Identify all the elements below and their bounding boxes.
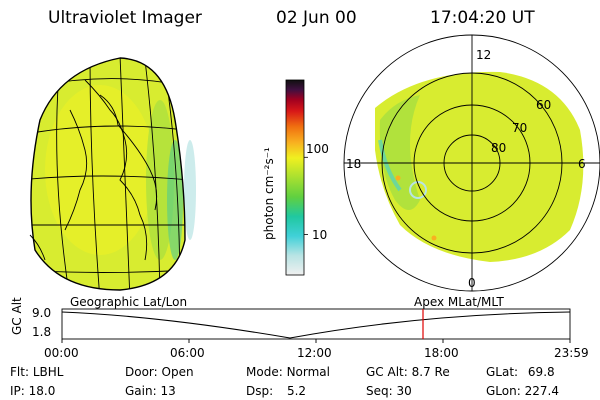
orbit-plot-frame xyxy=(61,308,571,340)
orbit-ytick-bottom: 1.8 xyxy=(32,325,52,339)
orbit-xtick-1: 06:00 xyxy=(170,346,205,360)
info-glat: GLat: 69.8 xyxy=(486,365,555,379)
colorbar-tick-100: 100 xyxy=(306,142,329,156)
orbit-xtick-3: 18:00 xyxy=(424,346,459,360)
polar-grid xyxy=(343,34,600,292)
instrument-title: Ultraviolet Imager xyxy=(48,8,202,28)
info-mode: Mode: Normal xyxy=(246,365,330,379)
info-glat-value: 69.8 xyxy=(527,365,555,379)
colorbar-tick-10: 10 xyxy=(312,228,328,242)
orbit-ylabel: GC Alt xyxy=(10,297,24,335)
orbit-xtick-0: 00:00 xyxy=(44,346,79,360)
mlt-label-top: 12 xyxy=(476,48,492,62)
left-panel-label: Geographic Lat/Lon xyxy=(70,295,188,309)
limb-outline xyxy=(30,57,186,291)
info-door: Door: Open xyxy=(125,365,194,379)
colorbar-gradient xyxy=(285,79,305,276)
mlt-label-bottom: 0 xyxy=(468,276,476,290)
info-door-value: Open xyxy=(161,365,194,379)
info-gcalt-value: 8.7 Re xyxy=(411,365,450,379)
coastlines xyxy=(29,79,158,261)
time-label: 17:04:20 UT xyxy=(430,8,535,28)
lat-ring-label-60: 60 xyxy=(536,98,552,112)
info-glon-value: 227.4 xyxy=(524,384,559,398)
info-mode-value: Normal xyxy=(286,365,330,379)
orbit-ytick-top: 9.0 xyxy=(32,306,52,320)
colorbar-ticks xyxy=(304,156,308,235)
orbit-plot-ticks xyxy=(61,339,571,343)
date-label: 02 Jun 00 xyxy=(276,8,357,28)
info-flt: Flt: LBHL xyxy=(10,365,64,379)
orbit-xtick-4: 23:59 xyxy=(554,346,589,360)
info-gain-value: 13 xyxy=(160,384,176,398)
info-dsp: Dsp: 5.2 xyxy=(246,384,307,398)
orbit-xtick-2: 12:00 xyxy=(297,346,332,360)
lat-ring-label-70: 70 xyxy=(512,121,528,135)
info-glon: GLon: 227.4 xyxy=(486,384,559,398)
info-ip-value: 18.0 xyxy=(28,384,56,398)
info-dsp-value: 5.2 xyxy=(286,384,307,398)
info-seq-value: 30 xyxy=(396,384,412,398)
lat-ring-label-80: 80 xyxy=(491,141,507,155)
altitude-curve xyxy=(61,311,571,339)
info-flt-value: LBHL xyxy=(32,365,64,379)
info-ip: IP: 18.0 xyxy=(10,384,56,398)
aurora-emission-right xyxy=(375,71,584,263)
info-gcalt: GC Alt: 8.7 Re xyxy=(366,365,450,379)
mlt-label-right: 6 xyxy=(578,157,586,171)
mlt-label-left: 18 xyxy=(346,157,362,171)
info-seq: Seq: 30 xyxy=(366,384,412,398)
right-panel-label: Apex MLat/MLT xyxy=(414,295,504,309)
info-gain: Gain: 13 xyxy=(125,384,176,398)
